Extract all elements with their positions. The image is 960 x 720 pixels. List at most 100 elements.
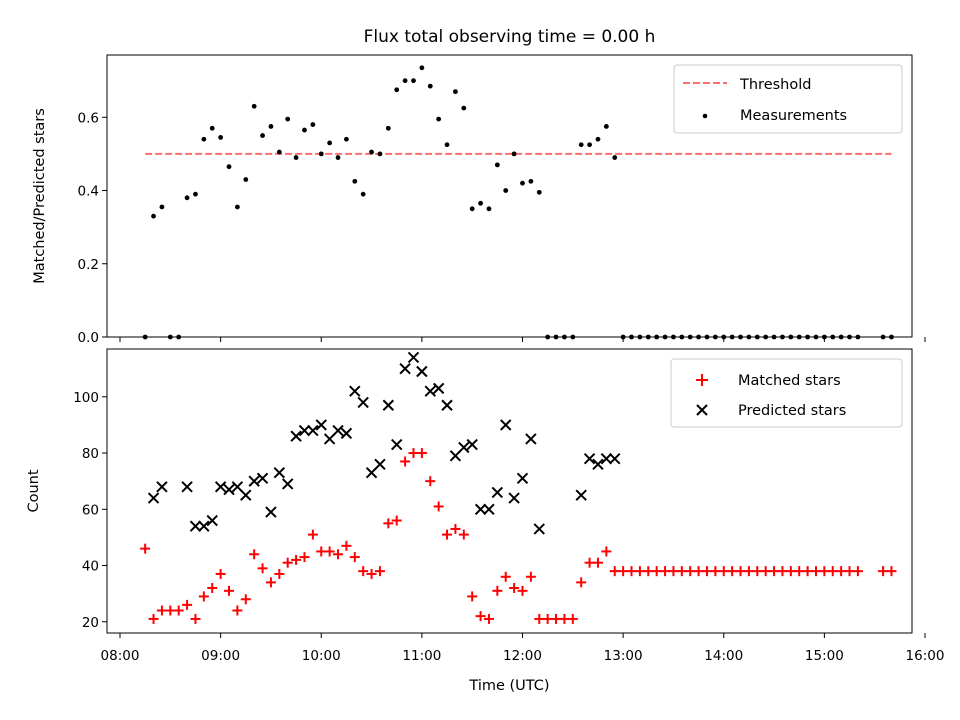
x-tick-label: 15:00: [805, 648, 844, 664]
matched-star-point: [794, 566, 805, 577]
matched-star-point: [492, 585, 503, 596]
x-b: [424, 385, 436, 397]
matched-star-point: [584, 557, 595, 568]
measurement-point: [352, 178, 358, 184]
measurement-point: [503, 188, 509, 193]
matched-star-point: [517, 585, 528, 596]
matched-star-point: [383, 518, 394, 529]
measurement-point: [528, 178, 534, 184]
x-b: [533, 523, 545, 535]
legend-measurements-swatch: [702, 113, 708, 119]
x-b: [516, 472, 529, 485]
measurement-point: [151, 213, 156, 219]
predicted-star-point: [349, 385, 361, 397]
matched-star-point: [341, 540, 352, 551]
measurement-point: [293, 155, 299, 160]
matched-star-point: [374, 566, 385, 577]
matched-star-point: [878, 566, 889, 577]
top-panel: Flux total observing time = 0.00 h 0.00.…: [32, 27, 926, 346]
matched-star-point: [316, 546, 327, 557]
matched-star-point: [576, 577, 587, 588]
x-b: [256, 472, 269, 485]
measurement-point: [411, 78, 416, 84]
measurement-point: [612, 155, 618, 160]
measurement-point: [402, 78, 408, 84]
matched-star-point: [886, 566, 897, 577]
measurement-point: [159, 204, 165, 210]
measurement-point: [419, 65, 425, 71]
predicted-star-point: [407, 351, 420, 364]
predicted-star-point: [474, 503, 487, 515]
y-tick-label: 60: [82, 502, 99, 518]
predicted-star-point: [189, 520, 202, 532]
predicted-star-point: [466, 438, 478, 451]
measurement-point: [226, 164, 232, 170]
x-b: [240, 489, 252, 501]
matched-star-point: [660, 566, 671, 577]
x-b: [500, 419, 512, 431]
measurement-point: [444, 142, 450, 148]
x-tick-label: 08:00: [101, 648, 140, 664]
measurement-point: [595, 136, 601, 142]
matched-star-point: [249, 549, 260, 560]
matched-star-point: [165, 605, 176, 616]
legend-predicted-swatch: [696, 404, 708, 416]
predicted-star-point: [223, 483, 235, 496]
predicted-star-point: [533, 523, 545, 535]
matched-star-point: [609, 566, 620, 577]
matched-star-point: [366, 568, 377, 579]
measurement-point: [603, 124, 609, 129]
matched-star-point: [265, 577, 276, 588]
predicted-star-point: [240, 489, 252, 501]
x-b: [592, 458, 604, 470]
measurement-point: [193, 191, 198, 197]
x-b: [416, 365, 428, 378]
measurement-point: [427, 83, 433, 89]
measurement-point: [243, 177, 249, 182]
matched-star-point: [693, 566, 704, 577]
predicted-star-point: [315, 419, 327, 431]
bottom-x-ticks: 08:00 09:00 10:00 11:00 12:00 13:00 14:00 15:00…: [101, 633, 944, 664]
matched-star-point: [618, 566, 629, 577]
x-b: [323, 433, 336, 445]
x-b: [248, 475, 260, 487]
matched-star-point: [224, 585, 235, 596]
x-b: [206, 514, 218, 527]
measurement-point: [520, 180, 525, 186]
x-b: [441, 399, 453, 411]
matched-star-point: [349, 552, 360, 563]
measurement-point: [335, 155, 341, 160]
predicted-star-point: [323, 433, 336, 445]
measurement-point: [344, 136, 349, 142]
matched-star-point: [333, 549, 344, 560]
matched-star-point: [190, 613, 201, 624]
x-b: [189, 520, 202, 532]
x-b: [273, 467, 286, 479]
measurement-point: [360, 191, 366, 197]
predicted-star-point: [416, 365, 428, 378]
x-b: [391, 438, 403, 451]
predicted-star-point: [516, 472, 529, 485]
predicted-star-point: [483, 503, 495, 515]
x-tick-label: 12:00: [503, 648, 542, 664]
predicted-star-point: [600, 452, 613, 465]
predicted-star-point: [365, 467, 378, 479]
predicted-star-point: [206, 514, 218, 527]
top-legend: Threshold Measurements: [673, 64, 903, 134]
x-b: [508, 492, 520, 504]
bottom-legend: Matched stars Predicted stars: [670, 358, 903, 428]
matched-star-point: [735, 566, 746, 577]
matched-star-point: [634, 566, 645, 577]
measurement-point: [276, 149, 282, 155]
matched-star-point: [140, 543, 151, 554]
predicted-star-point: [357, 396, 369, 409]
matched-star-point: [685, 566, 696, 577]
x-b: [315, 419, 327, 431]
matched-star-point: [433, 501, 444, 512]
measurement-point: [511, 151, 517, 157]
matched-star-point: [752, 566, 763, 577]
bottom-axes-frame: [106, 348, 913, 634]
matched-star-point: [802, 566, 813, 577]
chart-title: Flux total observing time = 0.00 h: [364, 27, 656, 47]
predicted-star-point: [332, 424, 344, 437]
